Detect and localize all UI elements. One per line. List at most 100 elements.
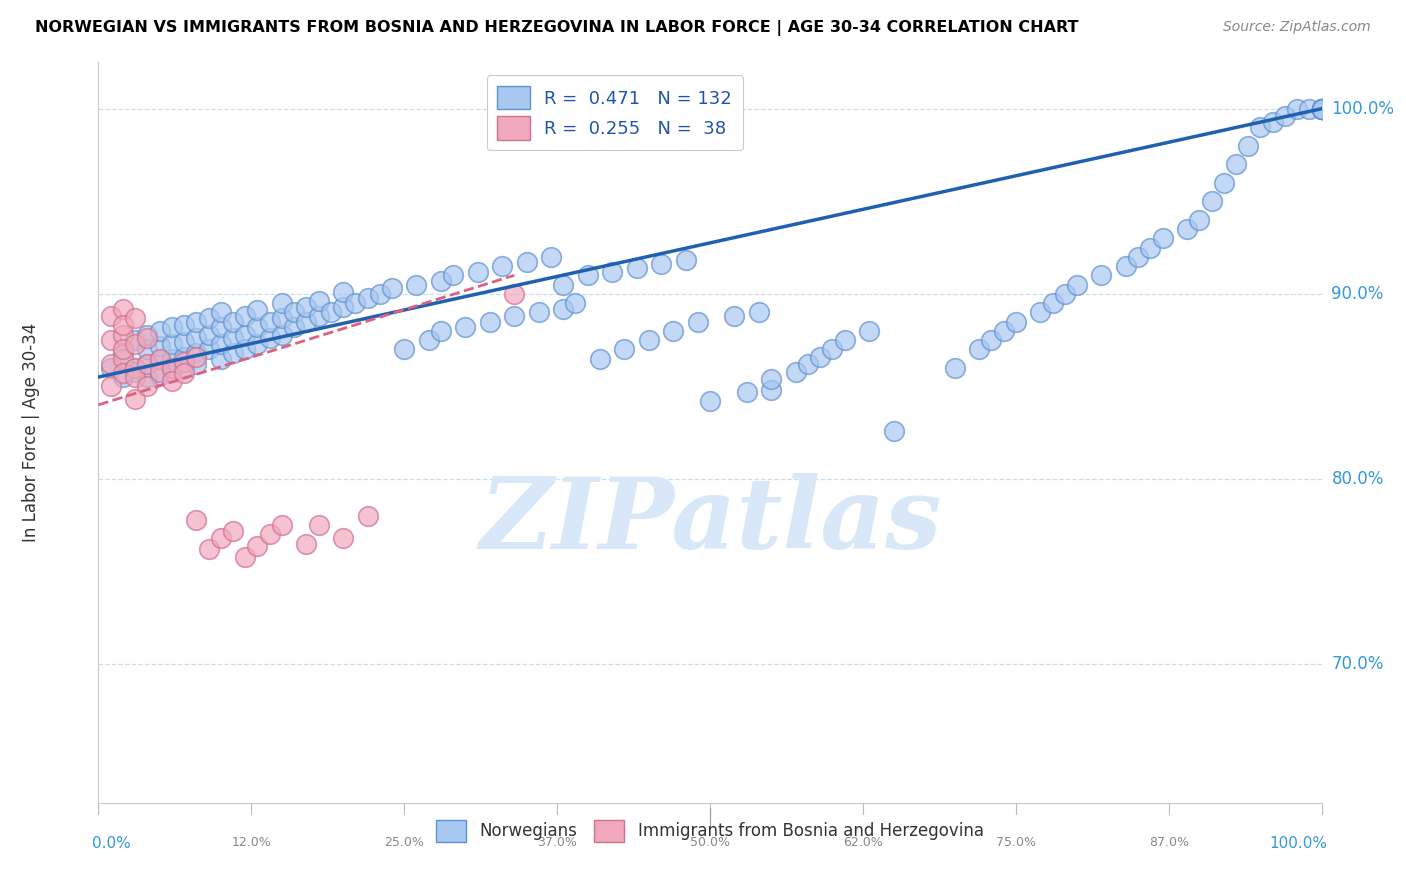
Point	[233, 309, 256, 323]
Point	[564, 296, 586, 310]
Point	[662, 324, 685, 338]
Point	[1310, 102, 1333, 116]
Point	[1310, 102, 1333, 116]
Point	[100, 357, 122, 371]
Point	[943, 360, 966, 375]
Point	[283, 305, 305, 319]
Point	[1201, 194, 1223, 209]
Point	[160, 365, 183, 379]
Point	[1310, 102, 1333, 116]
Point	[173, 334, 195, 349]
Point	[100, 333, 122, 347]
Point	[686, 314, 709, 328]
Point	[381, 281, 404, 295]
Point	[111, 327, 134, 342]
Point	[967, 343, 990, 357]
Point	[124, 360, 146, 375]
Point	[308, 518, 330, 533]
Point	[308, 309, 330, 323]
Text: 70.0%: 70.0%	[1331, 655, 1384, 673]
Point	[259, 314, 281, 328]
Point	[332, 285, 354, 299]
Point	[1029, 305, 1052, 319]
Point	[405, 277, 427, 292]
Point	[149, 368, 172, 383]
Point	[100, 379, 122, 393]
Point	[1298, 102, 1320, 116]
Point	[295, 300, 318, 314]
Point	[136, 357, 159, 371]
Point	[270, 518, 294, 533]
Point	[197, 343, 219, 357]
Point	[430, 324, 453, 338]
Text: 100.0%: 100.0%	[1270, 836, 1327, 851]
Point	[785, 365, 807, 379]
Point	[186, 350, 208, 364]
Point	[197, 327, 219, 342]
Point	[454, 320, 477, 334]
Point	[1225, 157, 1247, 171]
Point	[1152, 231, 1174, 245]
Point	[259, 331, 281, 345]
Point	[197, 310, 219, 325]
Point	[209, 351, 232, 366]
Point	[1042, 296, 1064, 310]
Point	[209, 320, 232, 334]
Point	[246, 320, 269, 334]
Text: 75.0%: 75.0%	[995, 836, 1036, 849]
Legend: Norwegians, Immigrants from Bosnia and Herzegovina: Norwegians, Immigrants from Bosnia and H…	[427, 812, 993, 850]
Point	[149, 353, 172, 368]
Point	[173, 355, 195, 369]
Point	[356, 508, 378, 523]
Point	[356, 291, 378, 305]
Point	[613, 343, 636, 357]
Point	[111, 346, 134, 360]
Point	[735, 384, 758, 399]
Point	[308, 294, 330, 309]
Point	[1139, 240, 1161, 254]
Point	[222, 346, 245, 360]
Point	[467, 264, 489, 278]
Point	[111, 367, 134, 381]
Point	[344, 296, 367, 310]
Point	[883, 424, 905, 438]
Point	[748, 305, 770, 319]
Point	[173, 318, 195, 333]
Point	[1310, 102, 1333, 116]
Text: 87.0%: 87.0%	[1149, 836, 1188, 849]
Point	[319, 305, 342, 319]
Point	[600, 264, 623, 278]
Point	[1212, 176, 1234, 190]
Point	[124, 310, 146, 325]
Point	[637, 333, 661, 347]
Point	[209, 305, 232, 319]
Point	[626, 260, 648, 275]
Point	[675, 253, 697, 268]
Point	[295, 314, 318, 328]
Text: 80.0%: 80.0%	[1331, 470, 1384, 488]
Text: 37.0%: 37.0%	[537, 836, 576, 849]
Point	[124, 392, 146, 407]
Point	[553, 277, 575, 292]
Point	[808, 350, 831, 364]
Text: 50.0%: 50.0%	[690, 836, 730, 849]
Point	[259, 527, 281, 541]
Point	[173, 367, 195, 381]
Point	[1053, 286, 1076, 301]
Point	[392, 343, 416, 357]
Point	[295, 536, 318, 550]
Point	[246, 336, 269, 351]
Text: 25.0%: 25.0%	[384, 836, 425, 849]
Point	[124, 370, 146, 384]
Point	[1128, 250, 1150, 264]
Point	[149, 365, 172, 379]
Point	[478, 314, 501, 328]
Point	[186, 513, 208, 527]
Point	[527, 305, 550, 319]
Text: 90.0%: 90.0%	[1331, 285, 1384, 302]
Point	[283, 320, 305, 334]
Point	[1188, 212, 1211, 227]
Point	[173, 360, 195, 375]
Point	[222, 331, 245, 345]
Point	[1004, 314, 1026, 328]
